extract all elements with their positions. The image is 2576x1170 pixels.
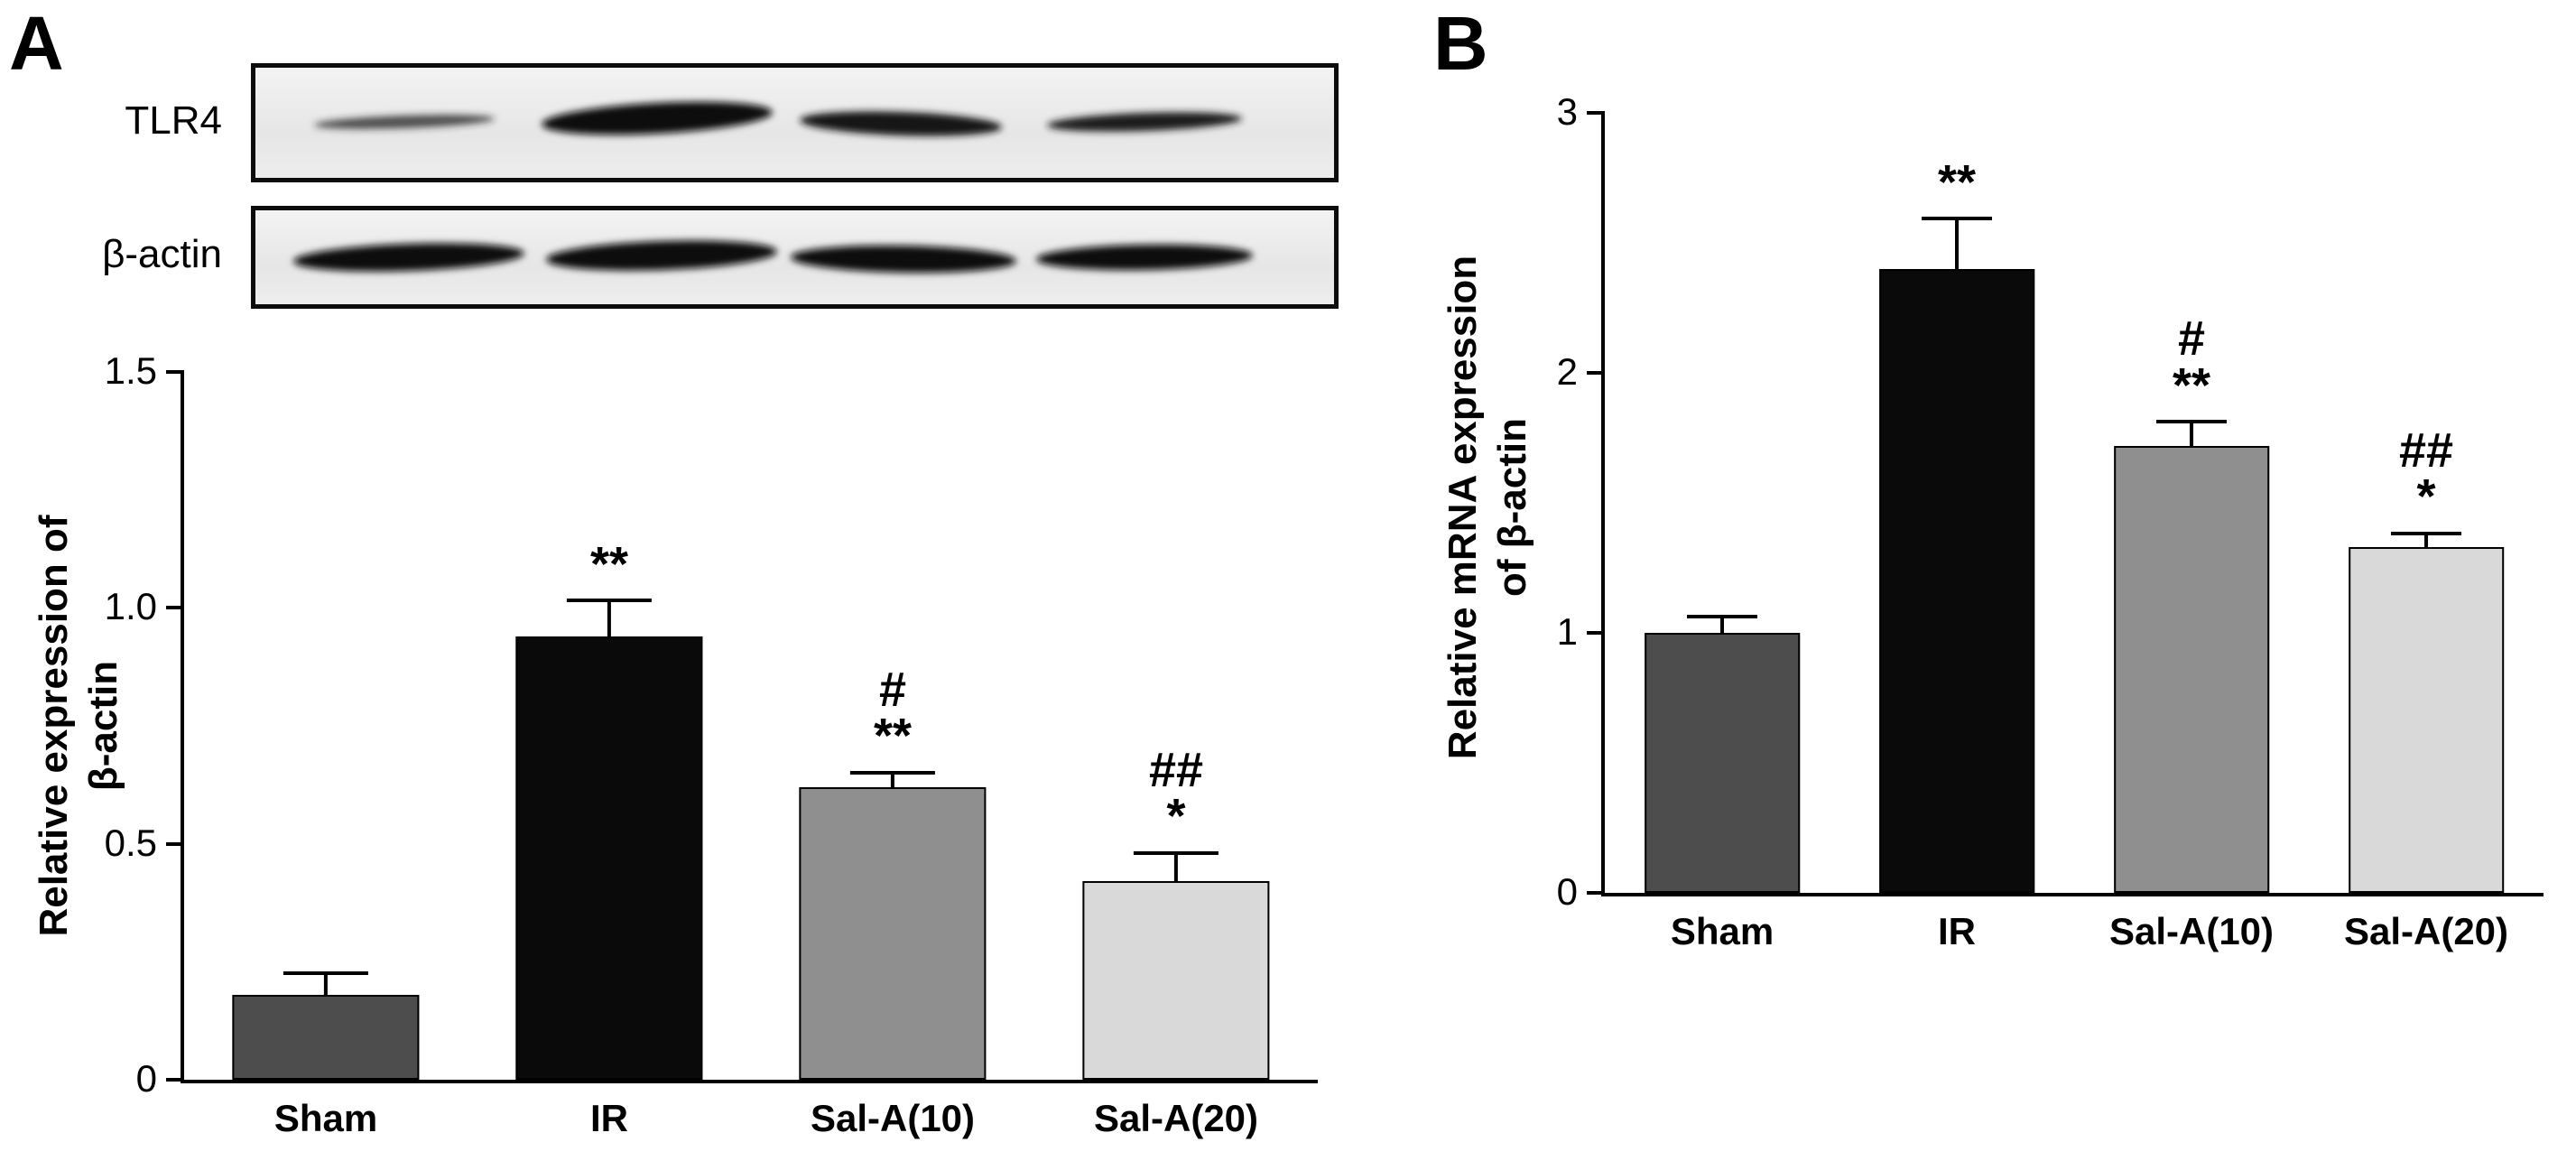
- x-category-label: Sal-A(20): [2343, 910, 2509, 952]
- significance-annotation: # **: [751, 663, 1034, 764]
- significance-annotation: **: [468, 536, 751, 591]
- y-tick-mark: [1587, 631, 1605, 635]
- plot-area-b: 0 1 2 3 Sham ** IR # ** Sal-A(10) ## * Sal-A(20): [1557, 90, 2544, 952]
- error-bar: [849, 770, 936, 787]
- y-tick-label: 1: [1556, 610, 1578, 653]
- bar-chart-a: Relative expression of β-actin 0 0.5 1.0 1.…: [0, 349, 1390, 1170]
- error-bar-line: [2424, 534, 2428, 547]
- x-category-label: IR: [1938, 910, 1976, 952]
- bar-Sham: [232, 994, 420, 1080]
- western-blot-bactin: [251, 206, 1339, 309]
- significance-symbol: *: [1166, 789, 1186, 844]
- x-category-label: Sal-A(10): [2108, 910, 2275, 952]
- bar-Sham: [1645, 633, 1800, 893]
- error-bar-line: [2190, 422, 2193, 446]
- bar-slot: ## * Sal-A(20): [1034, 372, 1318, 1139]
- error-bar: [2391, 531, 2461, 547]
- blot-band: [1036, 244, 1253, 271]
- blot-row-label-bactin: β-actin: [102, 232, 222, 276]
- error-bar: [2156, 419, 2227, 446]
- bar-Sal-A(10): [799, 786, 987, 1080]
- blot-band: [293, 243, 524, 272]
- blot-band: [542, 101, 773, 135]
- x-category-label: Sham: [1670, 910, 1774, 952]
- x-category-label: Sham: [273, 1097, 378, 1139]
- bar-slot: # ** Sal-A(10): [751, 372, 1034, 1139]
- blot-bands-bactin: [293, 240, 1253, 274]
- y-tick-label: 1.5: [104, 349, 157, 392]
- x-category-label: IR: [590, 1097, 628, 1139]
- bar-slot: Sham: [184, 372, 468, 1139]
- bar-chart-b: Relative mRNA expression of β-actin 0 1 2 3…: [1430, 90, 2576, 1170]
- western-blot-tlr4: [251, 63, 1339, 182]
- significance-symbol: ##: [1148, 742, 1204, 797]
- y-tick-label: 0: [135, 1057, 157, 1100]
- y-tick-label: 0: [1556, 870, 1578, 913]
- error-bar-line: [891, 774, 894, 787]
- significance-annotation: ## *: [2309, 423, 2544, 525]
- error-bar: [1133, 850, 1219, 882]
- error-bar: [1687, 614, 1757, 633]
- bar-slot: ** IR: [1839, 113, 2074, 952]
- significance-annotation: **: [1839, 154, 2074, 209]
- bar-slot: # ** Sal-A(10): [2074, 113, 2309, 952]
- blot-band: [314, 115, 495, 129]
- y-tick-label: 0.5: [104, 821, 157, 864]
- blot-band: [1047, 112, 1242, 132]
- error-bar-line: [324, 974, 328, 995]
- y-axis-label-a: Relative expression of β-actin: [32, 515, 125, 937]
- y-tick-mark: [1587, 371, 1605, 375]
- significance-symbol: **: [589, 536, 629, 591]
- significance-symbol: *: [2416, 469, 2436, 525]
- significance-annotation: ## *: [1034, 742, 1318, 844]
- bar-Sal-A(20): [2349, 546, 2504, 893]
- plot-area-a: 0 0.5 1.0 1.5 Sham ** IR # ** Sal-A(10) ## * Sal-A(2…: [105, 349, 1318, 1139]
- panel-a-label: A: [9, 1, 64, 86]
- significance-symbol: #: [2177, 311, 2206, 367]
- y-tick-label: 1.0: [104, 585, 157, 628]
- significance-symbol: #: [878, 663, 907, 718]
- blot-band: [800, 111, 1002, 136]
- error-bar-line: [1720, 618, 1724, 633]
- y-axis-label-b: Relative mRNA expression of β-actin: [1441, 255, 1534, 760]
- bar-IR: [515, 636, 703, 1080]
- blot-band: [791, 245, 1016, 274]
- error-bar-line: [1174, 854, 1178, 882]
- bar-slot: Sham: [1605, 113, 1839, 952]
- y-tick-mark: [166, 841, 184, 846]
- y-tick-mark: [1587, 891, 1605, 895]
- blot-row-label-tlr4: TLR4: [125, 98, 222, 143]
- bar-Sal-A(10): [2114, 445, 2269, 893]
- y-tick-mark: [166, 370, 184, 374]
- significance-symbol: **: [2172, 358, 2211, 413]
- significance-symbol: **: [873, 709, 913, 764]
- bar-slot: ## * Sal-A(20): [2309, 113, 2544, 952]
- error-bar-line: [1955, 220, 1959, 269]
- error-bar: [566, 598, 653, 636]
- significance-symbol: ##: [2398, 423, 2454, 478]
- y-tick-label: 2: [1556, 350, 1578, 393]
- y-tick-mark: [166, 1078, 184, 1082]
- y-tick-mark: [166, 606, 184, 610]
- blot-band: [546, 240, 777, 271]
- bar-slot: ** IR: [468, 372, 751, 1139]
- y-tick-label: 3: [1556, 90, 1578, 133]
- error-bar: [283, 970, 369, 995]
- error-bar: [1922, 217, 1992, 269]
- x-category-label: Sal-A(20): [1093, 1097, 1259, 1139]
- significance-symbol: **: [1937, 154, 1977, 209]
- blot-bands-tlr4: [314, 101, 1242, 136]
- x-category-label: Sal-A(10): [810, 1097, 976, 1139]
- bar-Sal-A(20): [1082, 881, 1270, 1080]
- significance-annotation: # **: [2074, 311, 2309, 413]
- panel-b-label: B: [1433, 1, 1488, 86]
- y-tick-mark: [1587, 111, 1605, 115]
- error-bar-line: [607, 601, 611, 636]
- bar-IR: [1879, 268, 2034, 893]
